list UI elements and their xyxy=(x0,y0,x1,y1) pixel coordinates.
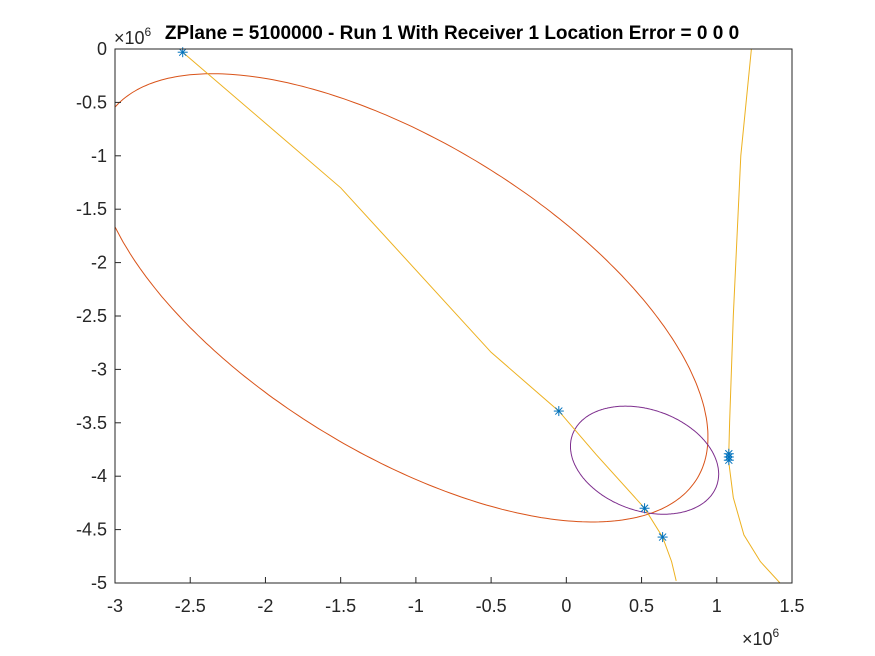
asterisk-marker xyxy=(657,532,668,543)
series-line-5 xyxy=(728,462,781,583)
asterisk-marker xyxy=(553,406,564,417)
series-layer xyxy=(115,49,781,583)
y-tick-label: -0.5 xyxy=(76,92,107,112)
x-tick-label: -2.5 xyxy=(175,596,206,616)
series-line-3 xyxy=(182,51,677,582)
x-tick-label: -3 xyxy=(107,596,123,616)
y-exponent-power: 6 xyxy=(145,25,152,39)
series-line-4 xyxy=(728,49,752,453)
asterisk-marker xyxy=(639,503,650,514)
y-exponent-prefix: × xyxy=(114,28,125,48)
y-tick-label: -2 xyxy=(91,253,107,273)
x-tick-label: 1.5 xyxy=(779,596,804,616)
x-tick-label: 0 xyxy=(561,596,571,616)
marker-layer xyxy=(177,47,734,543)
chart-title: ZPlane = 5100000 - Run 1 With Receiver 1… xyxy=(165,23,739,44)
x-exponent-label: ×106 xyxy=(742,626,780,649)
series-line-2 xyxy=(570,405,720,515)
x-tick-label: -1.5 xyxy=(325,596,356,616)
x-axis-ticks: -3 -2.5 -2 -1.5 -1 -0.5 0 0.5 1 1.5 xyxy=(107,577,805,616)
y-tick-label: -1.5 xyxy=(76,199,107,219)
y-tick-label: -3 xyxy=(91,359,107,379)
x-tick-label: 0.5 xyxy=(629,596,654,616)
y-tick-label: -4.5 xyxy=(76,520,107,540)
y-tick-label: -4 xyxy=(91,466,107,486)
x-tick-label: -0.5 xyxy=(476,596,507,616)
y-tick-label: -3.5 xyxy=(76,413,107,433)
y-exponent-base: 10 xyxy=(125,28,145,48)
y-tick-label: 0 xyxy=(97,39,107,59)
y-exponent-label: ×106 xyxy=(114,25,152,48)
x-exponent-base: 10 xyxy=(753,629,773,649)
asterisk-marker xyxy=(723,455,734,466)
x-tick-label: -2 xyxy=(257,596,273,616)
series-line-1 xyxy=(115,73,709,523)
x-tick-label: 1 xyxy=(712,596,722,616)
x-exponent-prefix: × xyxy=(742,629,753,649)
x-exponent-power: 6 xyxy=(773,626,780,640)
y-axis-ticks: 0 -0.5 -1 -1.5 -2 -2.5 -3 -3.5 -4 -4.5 -5 xyxy=(76,39,121,593)
y-tick-label: -5 xyxy=(91,573,107,593)
y-tick-label: -2.5 xyxy=(76,306,107,326)
x-tick-label: -1 xyxy=(408,596,424,616)
y-tick-label: -1 xyxy=(91,146,107,166)
